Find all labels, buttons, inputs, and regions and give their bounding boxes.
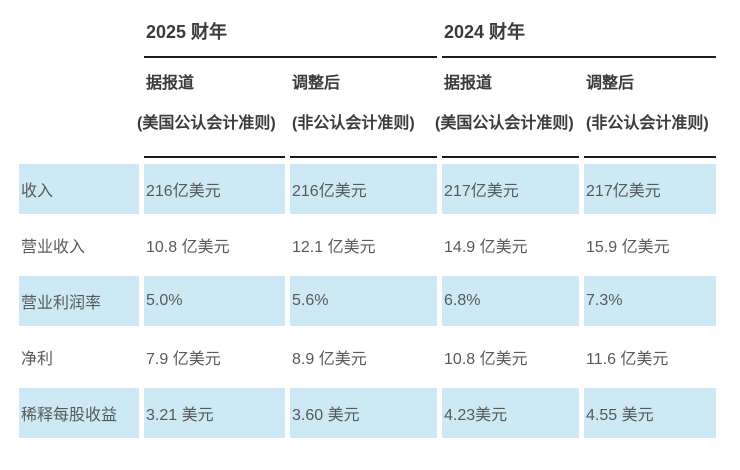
subheader-standard-label: (美国公认会计准则) [435,115,574,132]
value-cell: 217亿美元 [442,164,580,214]
value-cell: 15.9 亿美元 [586,239,670,256]
corner-cell [19,20,139,58]
row-label: 营业收入 [21,239,86,256]
value-cell: 8.9 亿美元 [292,351,367,368]
subheader-2025-adjusted: 调整后 (非公认会计准则) [290,64,438,158]
financial-results-table: 2025 财年 2024 财年 据报道 (美国公认会计准则) 调整后 (非公认会… [14,14,721,444]
subheader-basis-label: 据报道 [146,75,195,92]
row-label: 净利 [21,351,54,368]
row-label: 收入 [19,164,139,214]
table-row-net-income: 净利 7.9 亿美元 8.9 亿美元 10.8 亿美元 11.6 亿美元 [19,332,716,382]
table-row-operating-income: 营业收入 10.8 亿美元 12.1 亿美元 14.9 亿美元 15.9 亿美元 [19,220,716,270]
row-label: 稀释每股收益 [19,388,139,438]
subheader-2024-reported: 据报道 (美国公认会计准则) [435,64,580,158]
subheader-standard-label: (非公认会计准则) [586,115,709,132]
subheader-basis-label: 调整后 [586,75,635,92]
value-cell: 14.9 亿美元 [444,239,528,256]
value-cell: 216亿美元 [144,164,285,214]
value-cell: 5.6% [290,276,438,326]
table-row-operating-margin: 营业利润率 5.0% 5.6% 6.8% 7.3% [19,276,717,326]
value-cell: 6.8% [442,276,580,326]
value-cell: 4.55 美元 [584,388,717,438]
year-header-2025: 2025 财年 [144,20,438,58]
value-cell: 3.60 美元 [290,388,438,438]
subheader-basis-label: 调整后 [292,75,341,92]
row-label: 营业利润率 [19,276,139,326]
value-cell: 10.8 亿美元 [146,239,230,256]
subheader-2025-reported: 据报道 (美国公认会计准则) [137,64,285,158]
value-cell: 4.23美元 [442,388,580,438]
subheader-standard-label: (美国公认会计准则) [137,115,276,132]
value-cell: 7.9 亿美元 [146,351,221,368]
value-cell: 217亿美元 [584,164,717,214]
subheader-basis-label: 据报道 [444,75,493,92]
year-header-row: 2025 财年 2024 财年 [19,20,717,58]
value-cell: 3.21 美元 [144,388,285,438]
corner-cell [19,64,139,158]
subheader-row: 据报道 (美国公认会计准则) 调整后 (非公认会计准则) 据报道 (美国公认会计… [19,64,717,158]
subheader-2024-adjusted: 调整后 (非公认会计准则) [584,64,717,158]
subheader-standard-label: (非公认会计准则) [292,115,415,132]
value-cell: 12.1 亿美元 [292,239,376,256]
value-cell: 7.3% [584,276,717,326]
table-row-revenue: 收入 216亿美元 216亿美元 217亿美元 217亿美元 [19,164,717,214]
value-cell: 216亿美元 [290,164,438,214]
value-cell: 5.0% [144,276,285,326]
year-header-2024: 2024 财年 [442,20,717,58]
value-cell: 11.6 亿美元 [586,351,669,368]
value-cell: 10.8 亿美元 [444,351,528,368]
table-row-diluted-eps: 稀释每股收益 3.21 美元 3.60 美元 4.23美元 4.55 美元 [19,388,717,438]
